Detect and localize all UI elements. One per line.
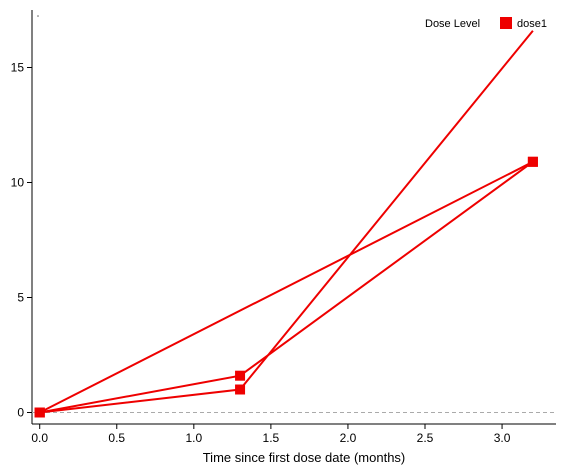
y-tick-label: 15	[11, 61, 25, 75]
axes: 0.0 0.5 1.0 1.5 2.0 2.5 3.0 0 5 10 15	[11, 10, 556, 445]
legend-swatch-dose1	[500, 17, 512, 29]
legend-title: Dose Level	[425, 18, 480, 30]
x-tick-label: 0.5	[108, 431, 125, 445]
data-point-marker	[235, 384, 246, 395]
series-line-2	[39, 160, 534, 414]
x-tick-label: 0.0	[31, 431, 48, 445]
x-tick-label: 1.0	[185, 431, 202, 445]
series-line-3	[39, 30, 534, 414]
y-tick-label: 10	[11, 176, 25, 190]
series-markers	[34, 156, 538, 418]
x-tick-label: 2.0	[340, 431, 357, 445]
data-point-marker	[527, 156, 538, 167]
x-tick-label: 2.5	[417, 431, 434, 445]
data-point-marker	[34, 407, 45, 418]
legend: Dose Level dose1	[425, 17, 547, 30]
series-lines	[39, 30, 534, 414]
x-tick-label: 1.5	[263, 431, 280, 445]
x-tick-label: 3.0	[494, 431, 511, 445]
data-point-marker	[235, 370, 246, 381]
corner-dot	[37, 15, 39, 17]
x-axis-title: Time since first dose date (months)	[203, 450, 406, 465]
y-tick-label: 0	[17, 406, 24, 420]
y-tick-label: 5	[17, 291, 24, 305]
legend-label-dose1: dose1	[517, 18, 547, 30]
